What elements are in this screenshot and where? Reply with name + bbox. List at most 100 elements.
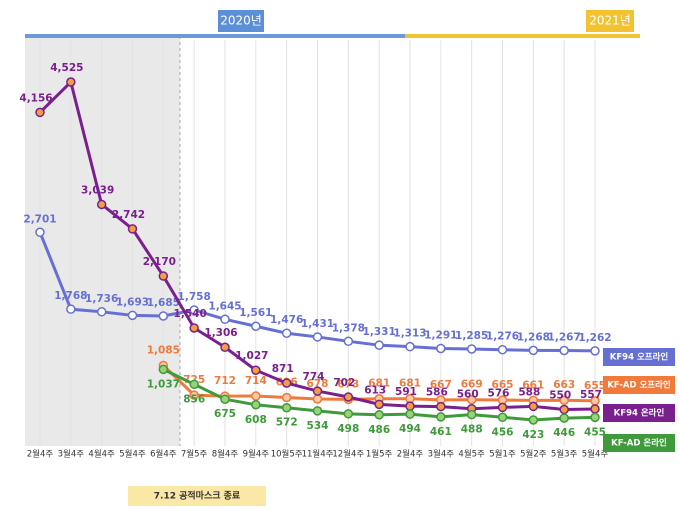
value-label: 608: [245, 414, 267, 426]
value-label: 678: [307, 378, 329, 390]
value-label: 557: [580, 389, 602, 401]
annotation: 7.12 공적마스크 종료: [154, 490, 241, 502]
data-point: [66, 304, 76, 314]
x-tick-label: 12월4주: [332, 449, 364, 460]
legend-label: KF94 오프라인: [610, 352, 669, 363]
value-label: 576: [488, 387, 510, 399]
data-point: [220, 314, 230, 325]
x-tick-label: 4월5주: [458, 449, 485, 460]
value-label: 423: [522, 429, 544, 441]
data-point: [497, 402, 508, 413]
value-label: 486: [368, 424, 390, 436]
data-point: [405, 341, 415, 352]
value-label: 1,276: [486, 331, 519, 343]
data-point: [220, 394, 230, 404]
data-point: [127, 224, 138, 234]
x-tick-label: 3월4주: [428, 449, 455, 460]
data-point: [374, 410, 384, 420]
data-point: [405, 401, 415, 411]
data-point: [590, 404, 600, 414]
value-label: 591: [395, 386, 417, 398]
data-point: [590, 346, 600, 356]
x-tick-label: 11월4주: [302, 449, 334, 460]
value-label: 588: [518, 386, 540, 398]
data-point: [559, 413, 569, 423]
data-point: [312, 386, 323, 396]
value-label: 560: [457, 389, 479, 401]
data-point: [590, 412, 600, 423]
value-label: 550: [549, 390, 571, 402]
value-label: 661: [522, 379, 544, 391]
data-point: [436, 412, 446, 422]
data-point: [251, 391, 261, 401]
value-label: 1,431: [301, 318, 334, 330]
value-label: 702: [333, 377, 355, 389]
value-label: 456: [492, 426, 514, 438]
value-label: 663: [553, 379, 575, 391]
value-label: 488: [461, 424, 483, 436]
value-label: 871: [272, 363, 294, 375]
legend-label: KF-AD 온라인: [611, 438, 667, 449]
data-point: [466, 394, 477, 405]
data-point: [528, 415, 539, 425]
x-tick-label: 3월4주: [58, 449, 85, 460]
value-label: 1,561: [239, 307, 272, 319]
data-point: [528, 345, 539, 356]
data-point: [189, 379, 199, 390]
data-point: [374, 399, 384, 410]
value-label: 856: [183, 393, 205, 405]
value-label: 1,262: [578, 332, 611, 344]
x-tick-label: 5월3주: [551, 449, 578, 460]
legend-swatch: [603, 404, 675, 422]
data-point: [251, 321, 261, 331]
data-point: [189, 323, 199, 333]
data-point: [312, 406, 323, 416]
value-label: 613: [364, 384, 386, 396]
value-label: 446: [553, 427, 575, 439]
value-label: 1,693: [116, 296, 149, 308]
value-label: 714: [245, 375, 267, 387]
value-label: 675: [214, 408, 236, 420]
value-label: 1,736: [85, 293, 118, 305]
data-point: [158, 364, 169, 375]
data-point: [528, 401, 539, 412]
value-label: 586: [426, 387, 448, 399]
value-label: 673: [337, 378, 359, 390]
year-label: 2020년: [220, 14, 262, 28]
x-tick-label: 2월4주: [397, 449, 424, 460]
data-point: [436, 401, 446, 412]
legend-label: KF94 온라인: [614, 408, 665, 419]
value-label: 1,268: [517, 331, 550, 343]
value-label: 461: [430, 426, 452, 438]
value-label: 455: [584, 426, 606, 438]
data-point: [189, 390, 199, 400]
value-label: 1,331: [363, 326, 396, 338]
value-label: 665: [492, 379, 514, 391]
value-label: 1,768: [54, 290, 87, 302]
x-tick-label: 5월4주: [582, 449, 609, 460]
value-label: 1,291: [424, 329, 457, 341]
value-label: 1,306: [204, 327, 237, 339]
data-point: [189, 305, 199, 315]
data-point: [96, 307, 107, 317]
data-point: [281, 402, 292, 413]
data-point: [96, 199, 107, 210]
x-tick-label: 1월5주: [366, 449, 393, 460]
legend-swatch: [603, 376, 675, 394]
annotation-box: [128, 486, 266, 506]
value-label: 1,085: [147, 344, 180, 356]
value-label: 669: [461, 379, 483, 391]
value-label: 572: [276, 417, 298, 429]
legend-swatch: [603, 348, 675, 366]
data-point: [251, 365, 261, 375]
data-point: [405, 409, 415, 419]
x-tick-label: 5월2주: [520, 449, 547, 460]
data-point: [312, 332, 323, 342]
value-label: 681: [399, 378, 421, 390]
data-point: [497, 344, 508, 355]
year-box-2021: [586, 10, 634, 32]
value-label: 1,037: [147, 378, 180, 390]
legend-label: KF-AD 오프라인: [607, 380, 671, 391]
data-point: [559, 404, 569, 415]
